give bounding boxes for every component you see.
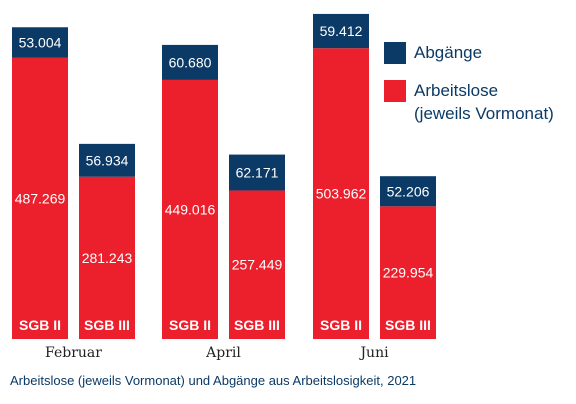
legend-label-arbeitslose: (jeweils Vormonat)	[414, 104, 554, 123]
bar-abgaenge	[313, 13, 369, 49]
bar-category-label: SGB II	[169, 317, 211, 333]
data-label-arbeitslose: 257.449	[232, 257, 283, 273]
x-tick-label: April	[205, 345, 241, 361]
bar-arbeitslose	[380, 206, 436, 339]
bar-arbeitslose	[313, 48, 369, 339]
bar-arbeitslose	[229, 190, 285, 339]
bar-category-label: SGB III	[84, 317, 130, 333]
bar-category-label: SGB II	[320, 317, 362, 333]
bar-category-label: SGB III	[385, 317, 431, 333]
legend-label-abgaenge: Abgänge	[414, 43, 482, 62]
data-label-arbeitslose: 487.269	[15, 190, 66, 206]
data-label-abgaenge: 62.171	[236, 165, 279, 181]
data-label-abgaenge: 59.412	[320, 23, 363, 39]
legend-label-arbeitslose: Arbeitslose	[414, 81, 498, 100]
bar-arbeitslose	[79, 176, 135, 339]
legend-swatch-arbeitslose	[384, 80, 406, 102]
data-label-abgaenge: 53.004	[19, 35, 62, 51]
bar-abgaenge	[380, 176, 436, 207]
chart-caption: Arbeitslose (jeweils Vormonat) und Abgän…	[10, 373, 417, 388]
data-label-abgaenge: 52.206	[387, 183, 430, 199]
data-label-arbeitslose: 503.962	[316, 186, 367, 202]
bar-arbeitslose	[12, 57, 68, 339]
data-label-abgaenge: 56.934	[86, 152, 129, 168]
x-tick-label: Februar	[45, 345, 102, 361]
x-tick-label: Juni	[358, 345, 389, 361]
bar-abgaenge	[162, 44, 218, 80]
legend-swatch-abgaenge	[384, 42, 406, 64]
bar-abgaenge	[79, 143, 135, 177]
data-label-abgaenge: 60.680	[169, 54, 212, 70]
bar-abgaenge	[12, 27, 68, 58]
data-label-arbeitslose: 449.016	[165, 201, 216, 217]
bar-category-label: SGB II	[19, 317, 61, 333]
bar-arbeitslose	[162, 79, 218, 339]
bar-abgaenge	[229, 154, 285, 191]
data-label-arbeitslose: 281.243	[82, 250, 133, 266]
data-label-arbeitslose: 229.954	[383, 265, 434, 281]
bar-category-label: SGB III	[234, 317, 280, 333]
